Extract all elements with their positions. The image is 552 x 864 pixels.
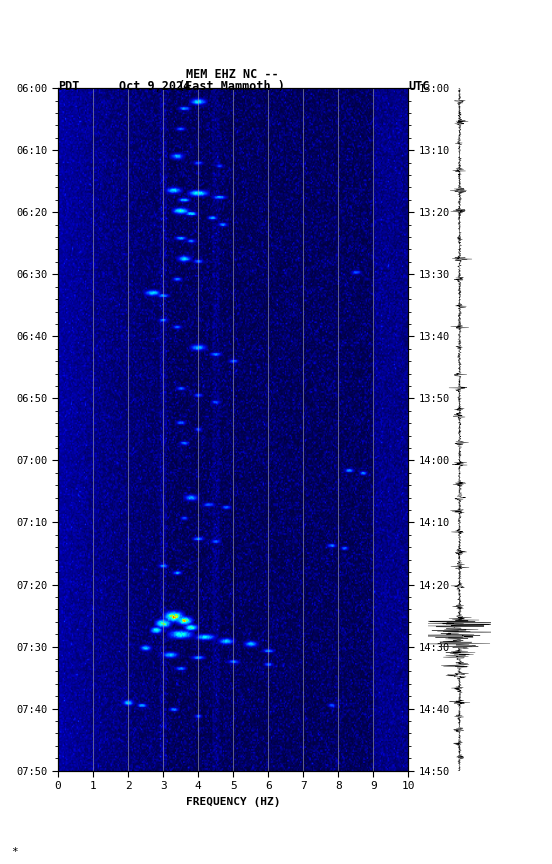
Text: UTC: UTC [408, 80, 430, 93]
Text: MEM EHZ NC --: MEM EHZ NC -- [185, 68, 278, 81]
Text: (East Mammoth ): (East Mammoth ) [178, 80, 285, 93]
X-axis label: FREQUENCY (HZ): FREQUENCY (HZ) [186, 797, 280, 807]
Text: Oct 9,2024: Oct 9,2024 [119, 80, 190, 93]
Text: *: * [11, 847, 18, 857]
Text: PDT: PDT [58, 80, 79, 93]
